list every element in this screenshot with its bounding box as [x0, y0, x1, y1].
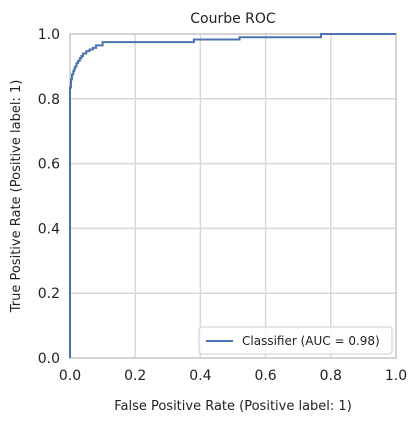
x-tick-label: 1.0 [385, 368, 407, 384]
x-tick-label: 0.6 [254, 368, 276, 384]
x-tick-label: 0.8 [320, 368, 342, 384]
y-tick-label: 0.8 [38, 92, 60, 108]
x-tick-label: 0.4 [189, 368, 211, 384]
y-tick-label: 0.0 [38, 351, 60, 367]
grid-layer [70, 34, 396, 358]
y-tick-label: 0.2 [38, 286, 60, 302]
y-tick-label: 1.0 [38, 27, 60, 43]
y-tick-label: 0.4 [38, 221, 60, 237]
y-axis-label: True Positive Rate (Positive label: 1) [9, 80, 24, 314]
y-tick-label: 0.6 [38, 157, 60, 173]
x-tick-label: 0.2 [124, 368, 146, 384]
legend: Classifier (AUC = 0.98) [199, 327, 392, 354]
x-axis-label: False Positive Rate (Positive label: 1) [114, 399, 352, 414]
plot-background [70, 34, 396, 358]
x-tick-label: 0.0 [59, 368, 81, 384]
chart-title: Courbe ROC [190, 11, 276, 27]
legend-label: Classifier (AUC = 0.98) [242, 334, 380, 348]
